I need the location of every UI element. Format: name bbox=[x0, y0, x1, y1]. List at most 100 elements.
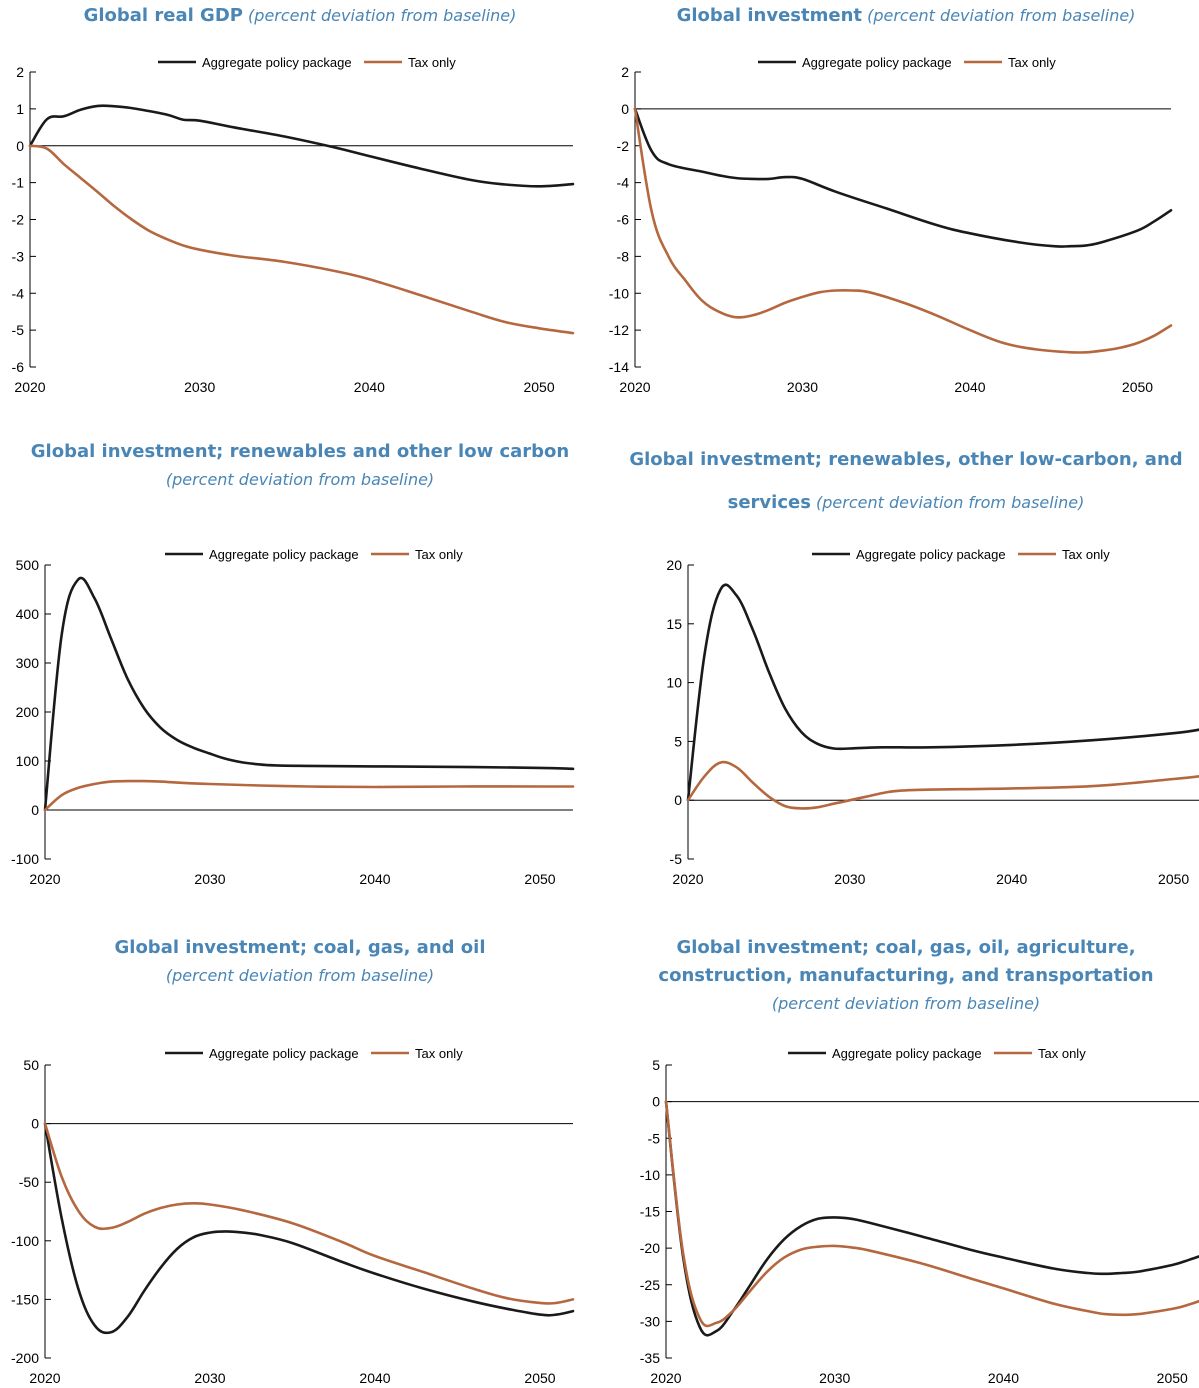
y-tick-label: 20 bbox=[666, 557, 682, 573]
legend-label: Aggregate policy package bbox=[209, 1046, 359, 1061]
series-line-aggregate bbox=[664, 1100, 1199, 1337]
legend-label: Aggregate policy package bbox=[856, 547, 1006, 562]
x-tick-label: 2020 bbox=[14, 379, 45, 395]
y-tick-label: -30 bbox=[640, 1313, 660, 1329]
x-tick-label: 2030 bbox=[194, 1370, 225, 1386]
x-tick-label: 2040 bbox=[954, 379, 985, 395]
series-line-aggregate bbox=[633, 107, 1173, 248]
chart-subtitle: (percent deviation from baseline) bbox=[771, 994, 1041, 1013]
y-tick-label: 5 bbox=[652, 1057, 660, 1073]
series-line-tax-only bbox=[43, 779, 575, 812]
legend-label: Aggregate policy package bbox=[202, 55, 352, 70]
y-tick-label: 2 bbox=[16, 64, 24, 80]
y-tick-label: 0 bbox=[16, 138, 24, 154]
legend-label: Tax only bbox=[408, 55, 456, 70]
legend-label: Tax only bbox=[1008, 55, 1056, 70]
chart-panel-fossil: Global investment; coal, gas, and oil (p… bbox=[0, 920, 600, 1386]
y-tick-label: -35 bbox=[640, 1350, 660, 1366]
fossil-industry-line-chart: 5 0 -5 -10 -15 -20 -25 -30 -35 2020 2030 2040 2050 Ag… bbox=[640, 1046, 1199, 1386]
chart-title: Global investment; coal, gas, and oil (p… bbox=[0, 934, 600, 990]
fossil-line-chart: 50 0 -50 -100 -150 -200 2020 2030 2040 2050 Aggreg… bbox=[11, 1046, 575, 1386]
y-tick-label: 400 bbox=[16, 606, 40, 622]
chart-panel-fossil-industry: Global investment; coal, gas, oil, agric… bbox=[606, 920, 1199, 1386]
x-tick-label: 2040 bbox=[988, 1370, 1019, 1386]
x-tick-label: 2020 bbox=[672, 871, 703, 887]
series-line-tax-only bbox=[686, 760, 1199, 810]
x-tick-label: 2050 bbox=[1157, 1370, 1188, 1386]
y-tick-label: -2 bbox=[617, 138, 630, 154]
y-tick-label: 0 bbox=[674, 792, 682, 808]
legend-label: Tax only bbox=[415, 547, 463, 562]
y-tick-label: -200 bbox=[11, 1350, 39, 1366]
x-tick-label: 2020 bbox=[29, 1370, 60, 1386]
chart-title-main: Global investment; renewables, other low… bbox=[629, 449, 1183, 513]
chart-title-main: Global investment; coal, gas, and oil bbox=[114, 937, 486, 958]
y-tick-label: -5 bbox=[648, 1130, 661, 1146]
x-tick-label: 2050 bbox=[523, 379, 554, 395]
x-tick-label: 2050 bbox=[1122, 379, 1153, 395]
y-tick-label: -10 bbox=[609, 285, 629, 301]
x-tick-label: 2020 bbox=[650, 1370, 681, 1386]
chart-subtitle: (percent deviation from baseline) bbox=[165, 470, 435, 489]
y-tick-label: -150 bbox=[11, 1291, 39, 1307]
y-tick-label: 300 bbox=[16, 655, 40, 671]
y-tick-label: 0 bbox=[31, 1116, 39, 1132]
y-tick-label: -8 bbox=[617, 248, 630, 264]
chart-title-main: Global investment bbox=[676, 5, 862, 26]
y-tick-label: -12 bbox=[609, 322, 629, 338]
y-tick-label: 15 bbox=[666, 616, 682, 632]
legend-label: Aggregate policy package bbox=[832, 1046, 982, 1061]
series-line-aggregate bbox=[686, 583, 1199, 802]
series-line-tax-only bbox=[633, 107, 1173, 354]
y-tick-label: 0 bbox=[652, 1094, 660, 1110]
x-tick-label: 2050 bbox=[1158, 871, 1189, 887]
series-line-aggregate bbox=[28, 104, 575, 188]
x-tick-label: 2030 bbox=[834, 871, 865, 887]
series-line-tax-only bbox=[28, 144, 575, 335]
chart-subtitle: (percent deviation from baseline) bbox=[165, 966, 435, 985]
y-tick-label: -20 bbox=[640, 1240, 660, 1256]
y-tick-label: 50 bbox=[23, 1057, 39, 1073]
chart-title: Global investment; coal, gas, oil, agric… bbox=[606, 934, 1199, 1018]
x-tick-label: 2030 bbox=[194, 871, 225, 887]
y-tick-label: -15 bbox=[640, 1204, 660, 1220]
y-tick-label: -50 bbox=[19, 1174, 39, 1190]
gdp-line-chart: 2 1 0 -1 -2 -3 -4 -5 -6 2020 2030 2040 2050 Aggregate… bbox=[12, 55, 575, 395]
y-tick-label: 0 bbox=[31, 802, 39, 818]
legend-label: Aggregate policy package bbox=[802, 55, 952, 70]
chart-title: Global investment (percent deviation fro… bbox=[606, 2, 1199, 30]
y-tick-label: -4 bbox=[12, 285, 25, 301]
y-tick-label: 5 bbox=[674, 733, 682, 749]
chart-title-main: Global real GDP bbox=[83, 5, 243, 26]
chart-subtitle: (percent deviation from baseline) bbox=[248, 6, 517, 25]
y-tick-label: -10 bbox=[640, 1167, 660, 1183]
x-tick-label: 2040 bbox=[996, 871, 1027, 887]
x-tick-label: 2040 bbox=[354, 379, 385, 395]
y-tick-label: 500 bbox=[16, 557, 40, 573]
chart-subtitle: (percent deviation from baseline) bbox=[816, 493, 1085, 512]
y-tick-label: -14 bbox=[609, 359, 629, 375]
y-tick-label: 2 bbox=[621, 64, 629, 80]
y-tick-label: -3 bbox=[12, 248, 25, 264]
chart-panel-renewables-services: Global investment; renewables, other low… bbox=[606, 420, 1199, 887]
legend-label: Aggregate policy package bbox=[209, 547, 359, 562]
chart-panel-gdp: Global real GDP (percent deviation from … bbox=[0, 0, 600, 463]
y-tick-label: -100 bbox=[11, 1233, 39, 1249]
chart-title: Global investment; renewables and other … bbox=[0, 438, 600, 494]
y-tick-label: -100 bbox=[11, 851, 39, 867]
legend-label: Tax only bbox=[1062, 547, 1110, 562]
x-tick-label: 2050 bbox=[524, 871, 555, 887]
y-tick-label: 1 bbox=[16, 101, 24, 117]
x-tick-label: 2040 bbox=[359, 871, 390, 887]
y-tick-label: 0 bbox=[621, 101, 629, 117]
chart-title-main: Global investment; renewables and other … bbox=[30, 441, 570, 462]
y-tick-label: -5 bbox=[670, 851, 683, 867]
legend-label: Tax only bbox=[1038, 1046, 1086, 1061]
y-tick-label: 100 bbox=[16, 753, 40, 769]
x-tick-label: 2030 bbox=[819, 1370, 850, 1386]
x-tick-label: 2040 bbox=[359, 1370, 390, 1386]
investment-line-chart: 2 0 -2 -4 -6 -8 -10 -12 -14 2020 2030 2040 2050 Aggre… bbox=[609, 55, 1173, 395]
series-line-tax-only bbox=[664, 1100, 1199, 1328]
chart-panel-investment: Global investment (percent deviation fro… bbox=[606, 0, 1199, 463]
series-line-aggregate bbox=[43, 1122, 575, 1335]
